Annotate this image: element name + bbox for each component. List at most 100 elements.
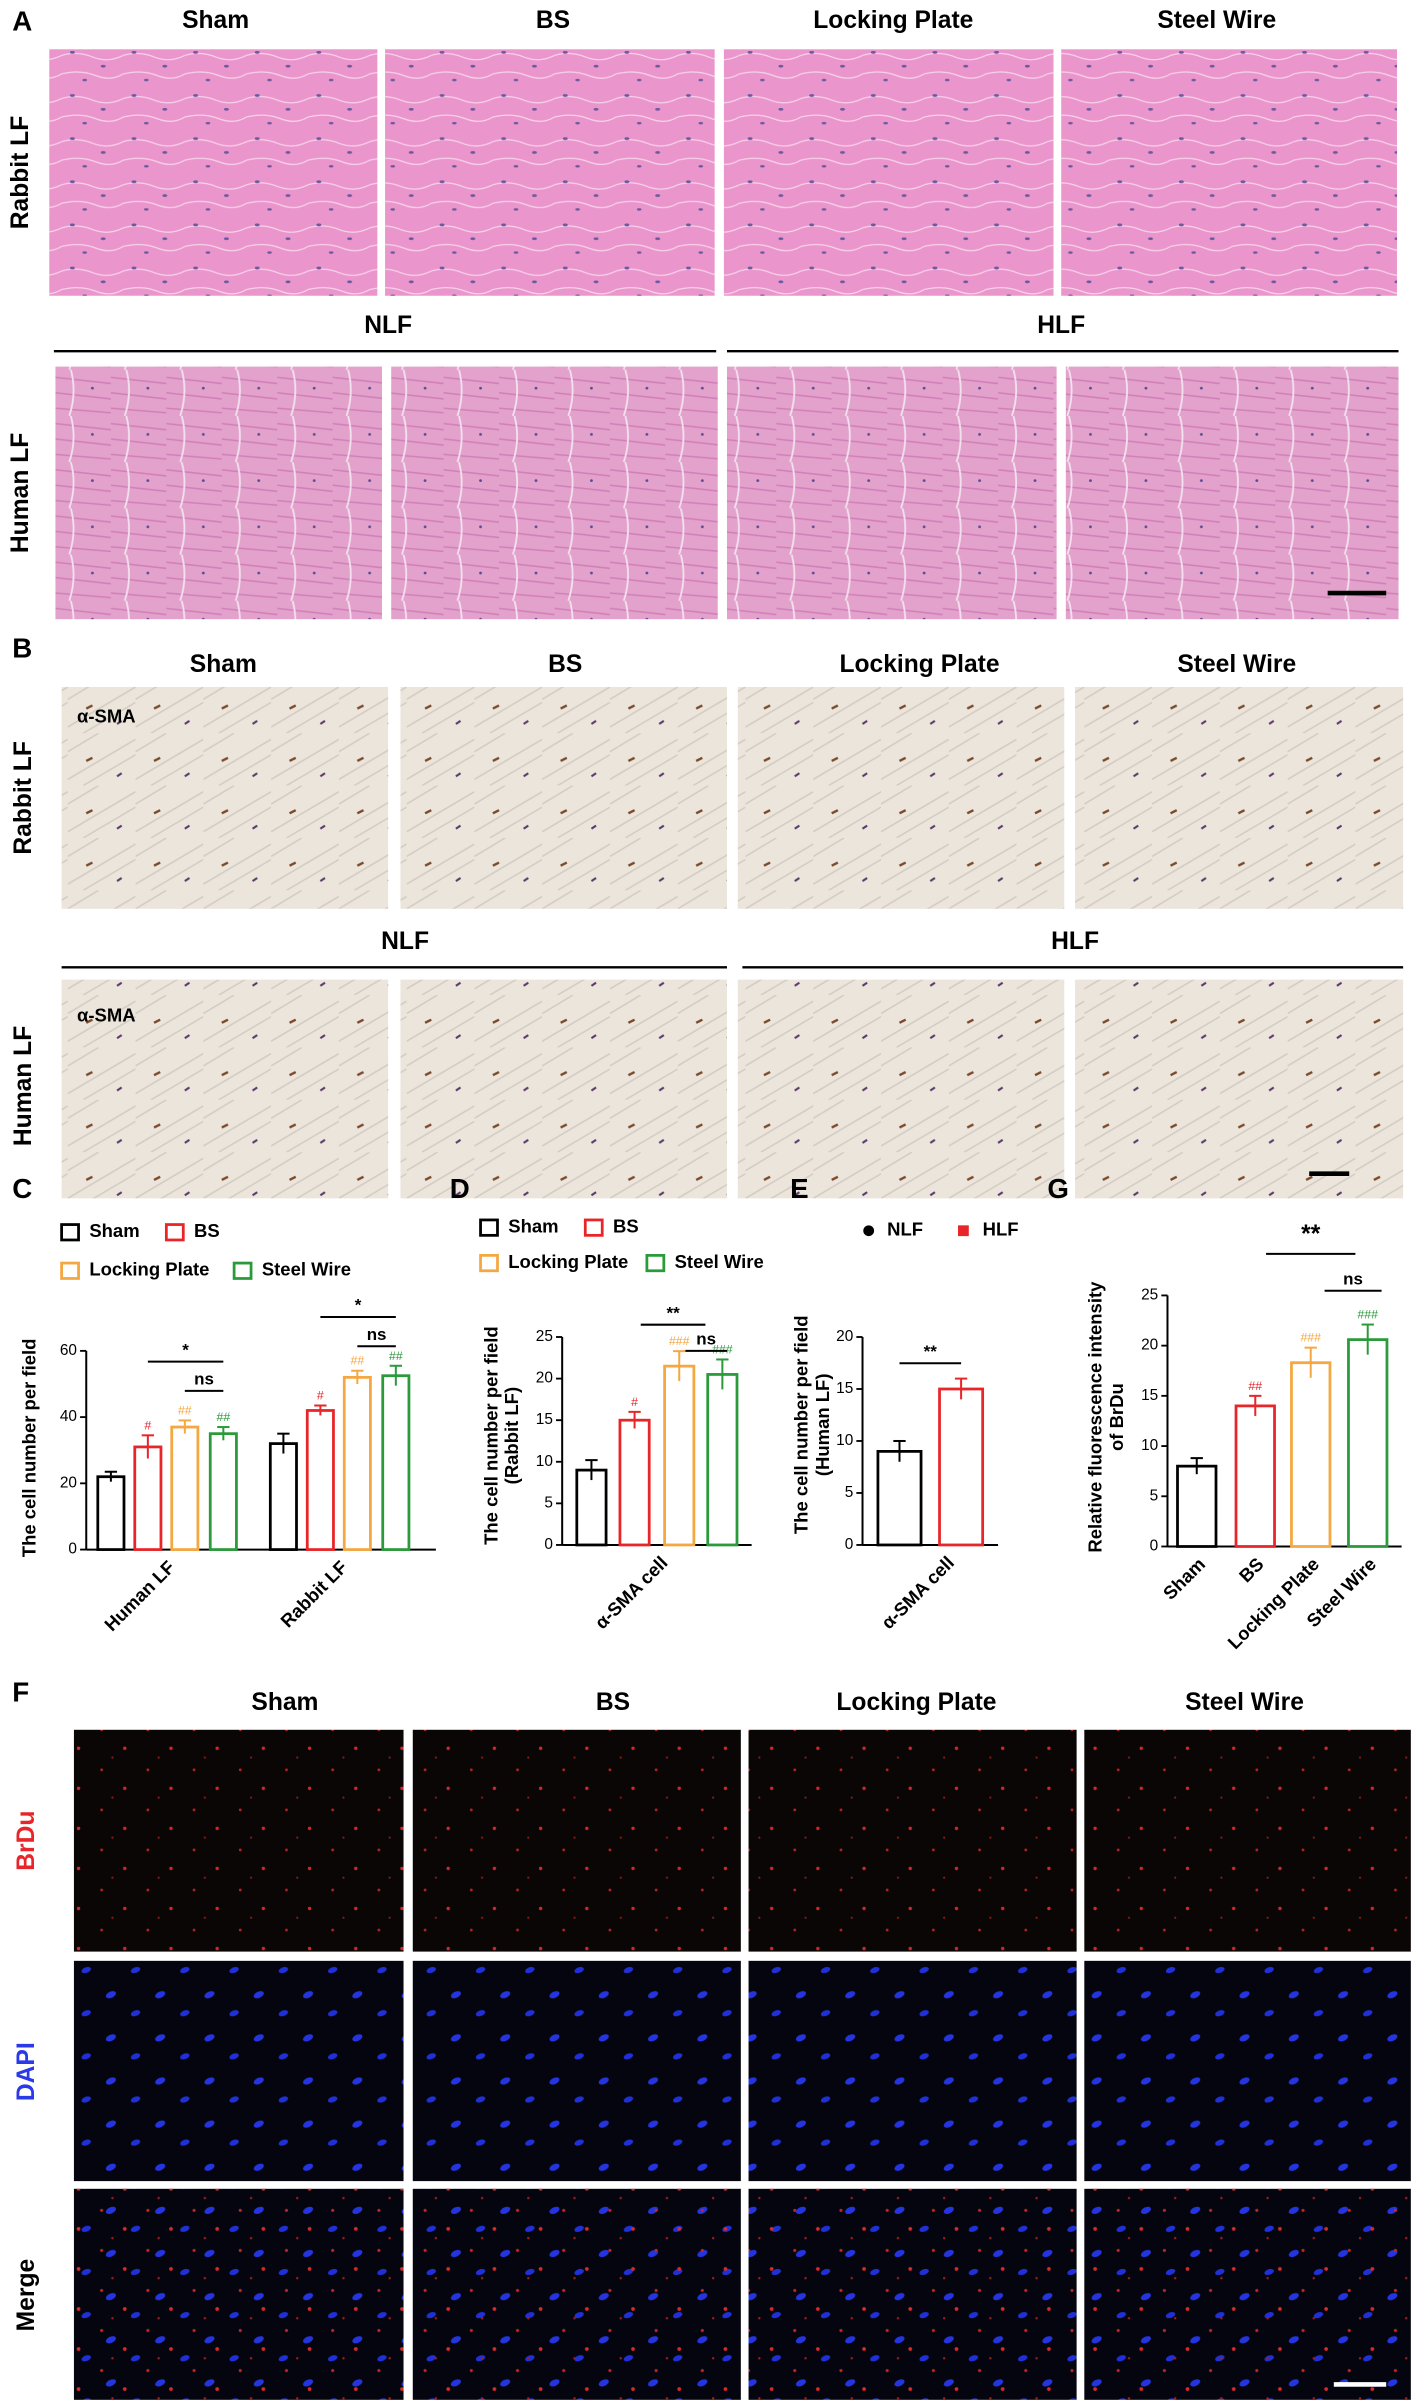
column-title: Locking Plate — [813, 7, 973, 34]
micrograph — [723, 49, 1054, 296]
bar — [876, 1449, 923, 1547]
x-tick-label: α-SMA cell — [877, 1552, 958, 1633]
y-axis-label: The cell number per field — [481, 1326, 502, 1545]
row-label: DAPI — [13, 2042, 40, 2101]
column-title: Steel Wire — [1185, 1689, 1304, 1716]
comparison-label: ** — [1301, 1221, 1321, 1248]
legend-label: BS — [194, 1220, 220, 1241]
y-axis-label: Relative fluorescence intensity — [1085, 1281, 1106, 1553]
y-tick-label: 5 — [544, 1494, 553, 1511]
micrograph — [412, 1729, 741, 1952]
bar — [618, 1418, 651, 1547]
legend-label: BS — [613, 1216, 639, 1237]
column-title: Locking Plate — [836, 1689, 996, 1716]
significance-label: ## — [216, 1410, 230, 1424]
comparison-label: ns — [194, 1370, 214, 1389]
significance-label: ## — [389, 1349, 403, 1363]
legend-marker — [645, 1253, 666, 1273]
y-axis-label: The cell number per field — [19, 1339, 40, 1558]
micrograph — [61, 979, 389, 1199]
y-tick-label: 40 — [60, 1408, 77, 1425]
group-label: HLF — [1051, 928, 1099, 955]
row-label: BrDu — [13, 1811, 40, 1871]
y-tick-label: 5 — [1150, 1487, 1159, 1504]
y-tick-label: 10 — [536, 1453, 553, 1470]
y-axis-label: of BrDu — [1106, 1383, 1127, 1451]
comparison-label: * — [355, 1296, 362, 1315]
micrograph — [1075, 979, 1404, 1199]
x-tick-label: α-SMA cell — [590, 1552, 671, 1633]
y-tick-label: 20 — [836, 1328, 853, 1345]
significance-label: ### — [712, 1342, 733, 1356]
column-title: Steel Wire — [1177, 651, 1296, 678]
comparison-label: * — [182, 1340, 189, 1359]
micrograph — [61, 686, 389, 909]
x-tick-label: Sham — [1159, 1553, 1209, 1603]
micrograph — [412, 2188, 741, 2400]
column-title: BS — [536, 7, 570, 34]
significance-label: ## — [178, 1403, 192, 1417]
micrograph — [748, 1729, 1077, 1952]
legend-marker — [164, 1223, 185, 1242]
bar — [342, 1375, 372, 1551]
comparison-label: ns — [1343, 1269, 1363, 1288]
x-tick-label: Rabbit LF — [276, 1556, 351, 1631]
panel-label: A — [12, 5, 32, 36]
legend-marker — [60, 1223, 80, 1242]
group-label: NLF — [364, 312, 412, 339]
y-tick-label: 20 — [60, 1474, 77, 1491]
micrograph — [748, 2188, 1077, 2400]
micrograph — [1075, 686, 1404, 909]
significance-label: ### — [669, 1334, 690, 1348]
row-label: Human LF — [7, 433, 34, 553]
y-axis-label: (Rabbit LF) — [501, 1387, 522, 1484]
y-axis-label: The cell number per field — [790, 1315, 811, 1534]
row-label: Merge — [13, 2259, 40, 2332]
stain-label: α-SMA — [77, 706, 136, 727]
legend-marker — [863, 1225, 875, 1237]
y-tick-label: 5 — [845, 1484, 854, 1501]
micrograph — [385, 49, 715, 296]
micrograph — [737, 686, 1065, 909]
bar — [1176, 1464, 1218, 1548]
legend-label: Steel Wire — [262, 1259, 351, 1280]
significance-label: # — [317, 1389, 324, 1403]
legend-marker — [479, 1253, 499, 1273]
legend-marker — [60, 1261, 80, 1280]
panel-label: G — [1047, 1173, 1069, 1204]
bar — [1234, 1404, 1276, 1548]
panel-label: B — [12, 632, 32, 663]
micrograph — [400, 686, 727, 909]
bar — [133, 1445, 163, 1551]
micrograph — [73, 1960, 404, 2182]
y-tick-label: 0 — [544, 1536, 553, 1553]
y-tick-label: 15 — [1141, 1387, 1158, 1404]
micrograph — [726, 366, 1057, 620]
comparison-label: ns — [367, 1325, 387, 1344]
bar — [575, 1468, 608, 1547]
bar — [208, 1432, 238, 1551]
legend-marker — [232, 1261, 253, 1280]
micrograph — [391, 366, 718, 620]
y-tick-label: 10 — [836, 1432, 853, 1449]
micrograph — [73, 2188, 404, 2400]
comparison-label: ** — [666, 1303, 680, 1322]
bar — [170, 1425, 200, 1551]
legend-label: Locking Plate — [508, 1251, 628, 1272]
x-tick-label: Human LF — [100, 1556, 179, 1635]
significance-label: # — [631, 1395, 638, 1409]
micrograph — [1084, 1729, 1411, 1952]
y-tick-label: 0 — [845, 1536, 854, 1553]
comparison-label: ** — [924, 1342, 938, 1361]
panel-label: C — [12, 1173, 32, 1204]
micrograph — [412, 1960, 741, 2182]
row-label: Rabbit LF — [7, 116, 34, 230]
micrograph — [400, 979, 727, 1199]
stain-label: α-SMA — [77, 1004, 136, 1025]
legend-marker — [583, 1218, 604, 1237]
group-label: NLF — [381, 928, 429, 955]
significance-label: ## — [350, 1354, 364, 1368]
bar — [268, 1442, 298, 1551]
legend-label: Sham — [508, 1216, 558, 1237]
micrograph — [748, 1960, 1077, 2182]
